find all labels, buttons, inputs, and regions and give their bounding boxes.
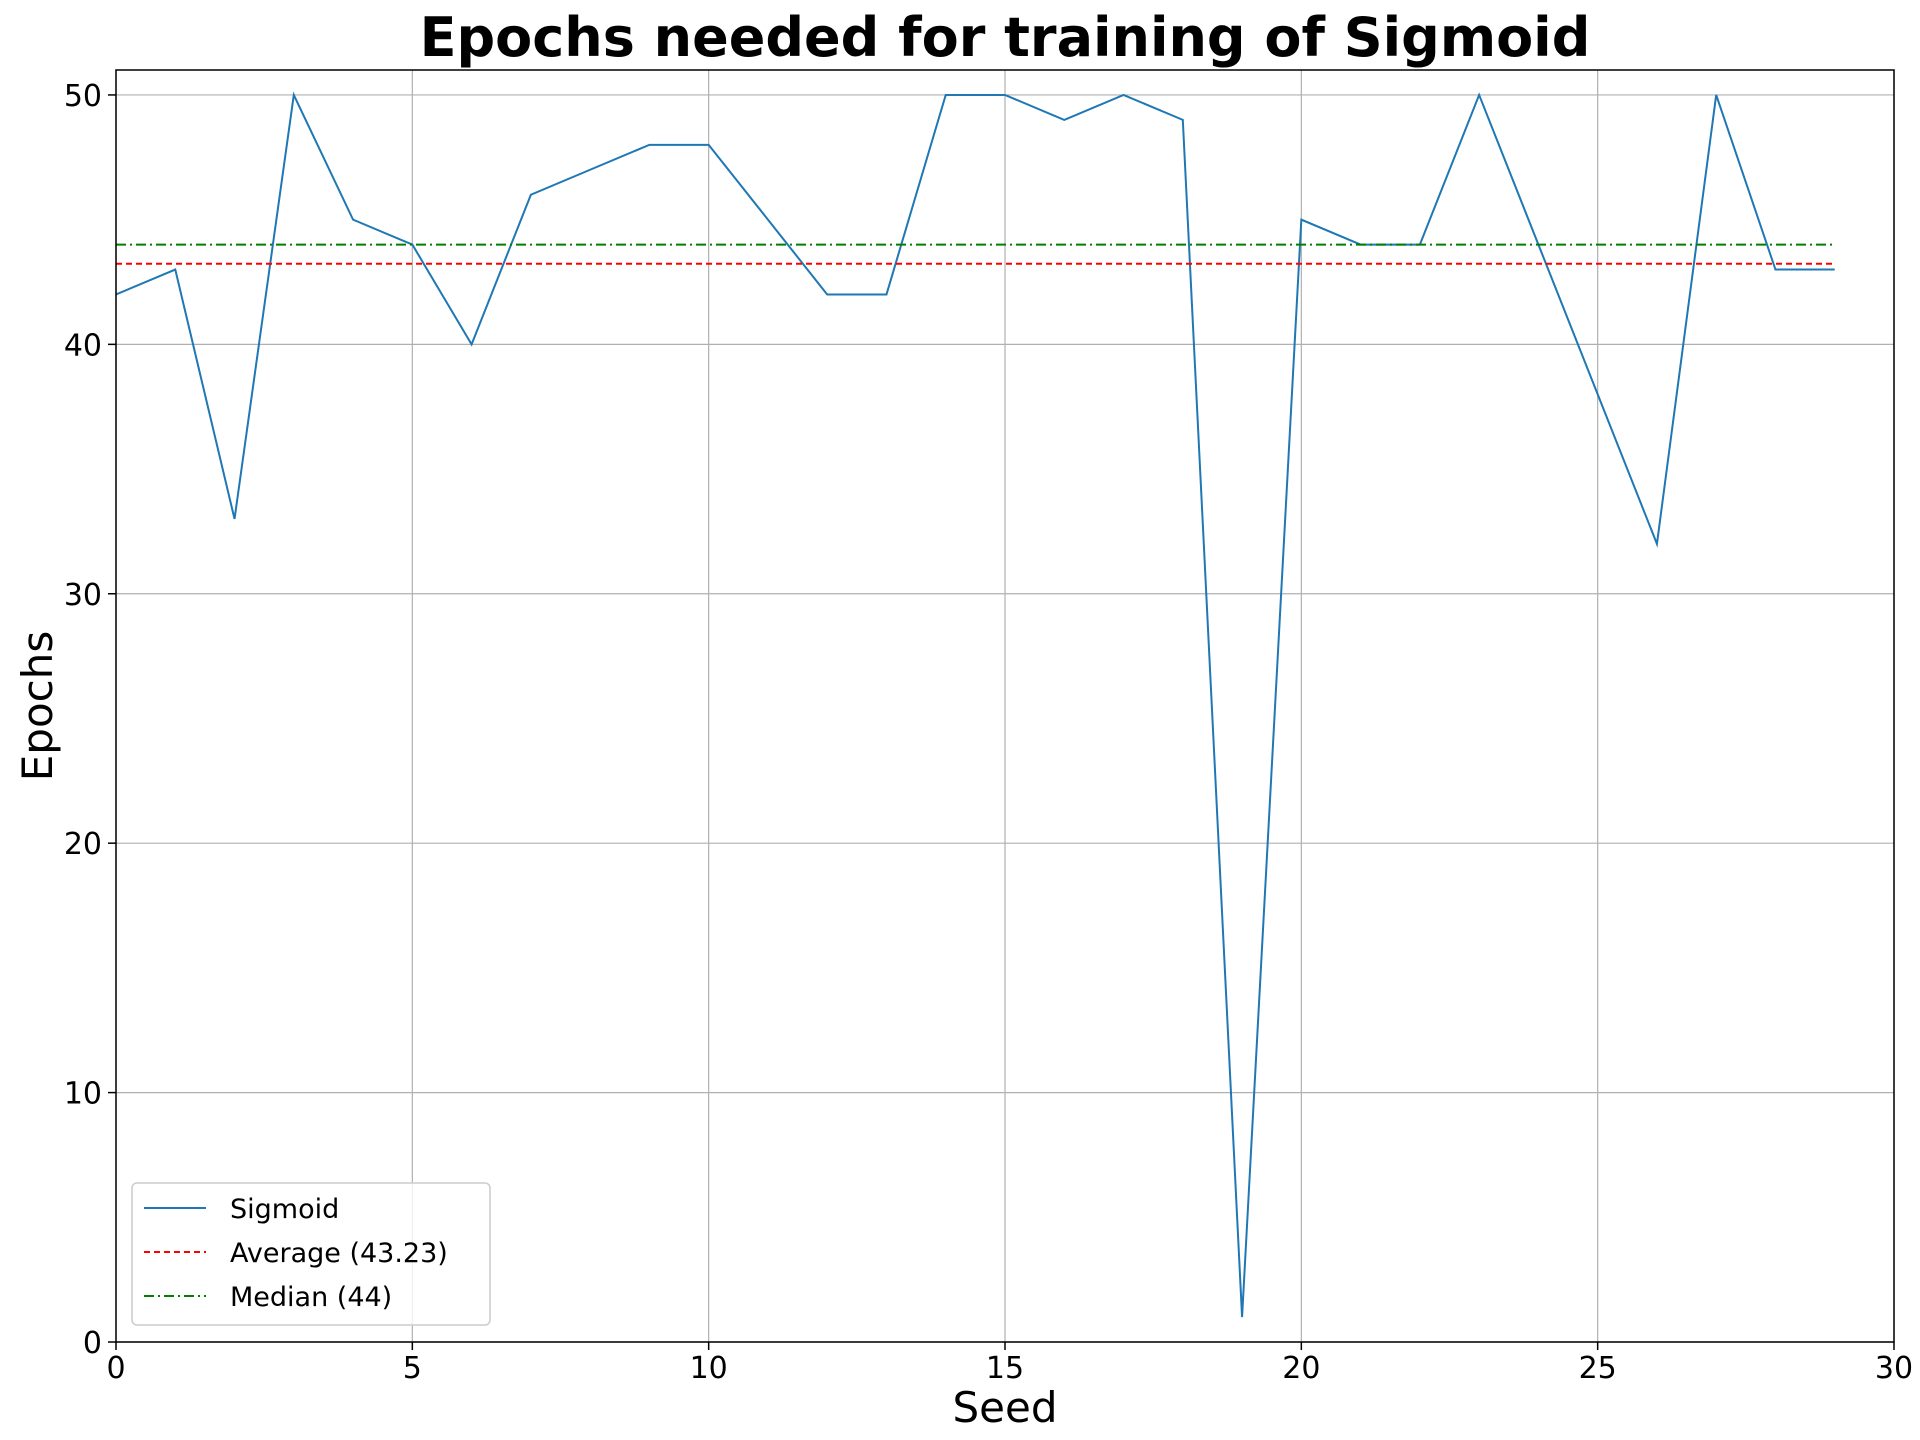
series-line-sigmoid	[115, 91, 1835, 1318]
ticks: 0 5 10 15 20 25 30 0 10 20 30 40 50	[64, 79, 1913, 1386]
legend-box	[131, 1182, 491, 1326]
legend-label: Average (43.23)	[230, 1238, 448, 1269]
y-axis-label: Epochs	[13, 631, 62, 782]
legend-label: Sigmoid	[230, 1194, 339, 1225]
y-tick-label: 10	[64, 1077, 102, 1112]
x-tick-label: 5	[403, 1351, 422, 1386]
y-tick-label: 20	[64, 827, 102, 862]
y-tick-label: 30	[64, 578, 102, 613]
legend-label: Median (44)	[230, 1282, 392, 1313]
x-tick-label: 25	[1579, 1351, 1617, 1386]
x-tick-label: 15	[986, 1351, 1024, 1386]
x-axis-label: Seed	[953, 1383, 1058, 1432]
plot-lines	[115, 91, 1835, 1318]
y-tick-label: 0	[83, 1326, 102, 1361]
x-tick-label: 30	[1875, 1351, 1913, 1386]
legend: Sigmoid Average (43.23) Median (44)	[131, 1182, 491, 1326]
y-tick-label: 50	[64, 79, 102, 114]
y-tick-label: 40	[64, 328, 102, 363]
x-tick-label: 10	[690, 1351, 728, 1386]
chart-title: Epochs needed for training of Sigmoid	[420, 6, 1591, 69]
x-tick-label: 20	[1282, 1351, 1320, 1386]
x-tick-label: 0	[106, 1351, 125, 1386]
